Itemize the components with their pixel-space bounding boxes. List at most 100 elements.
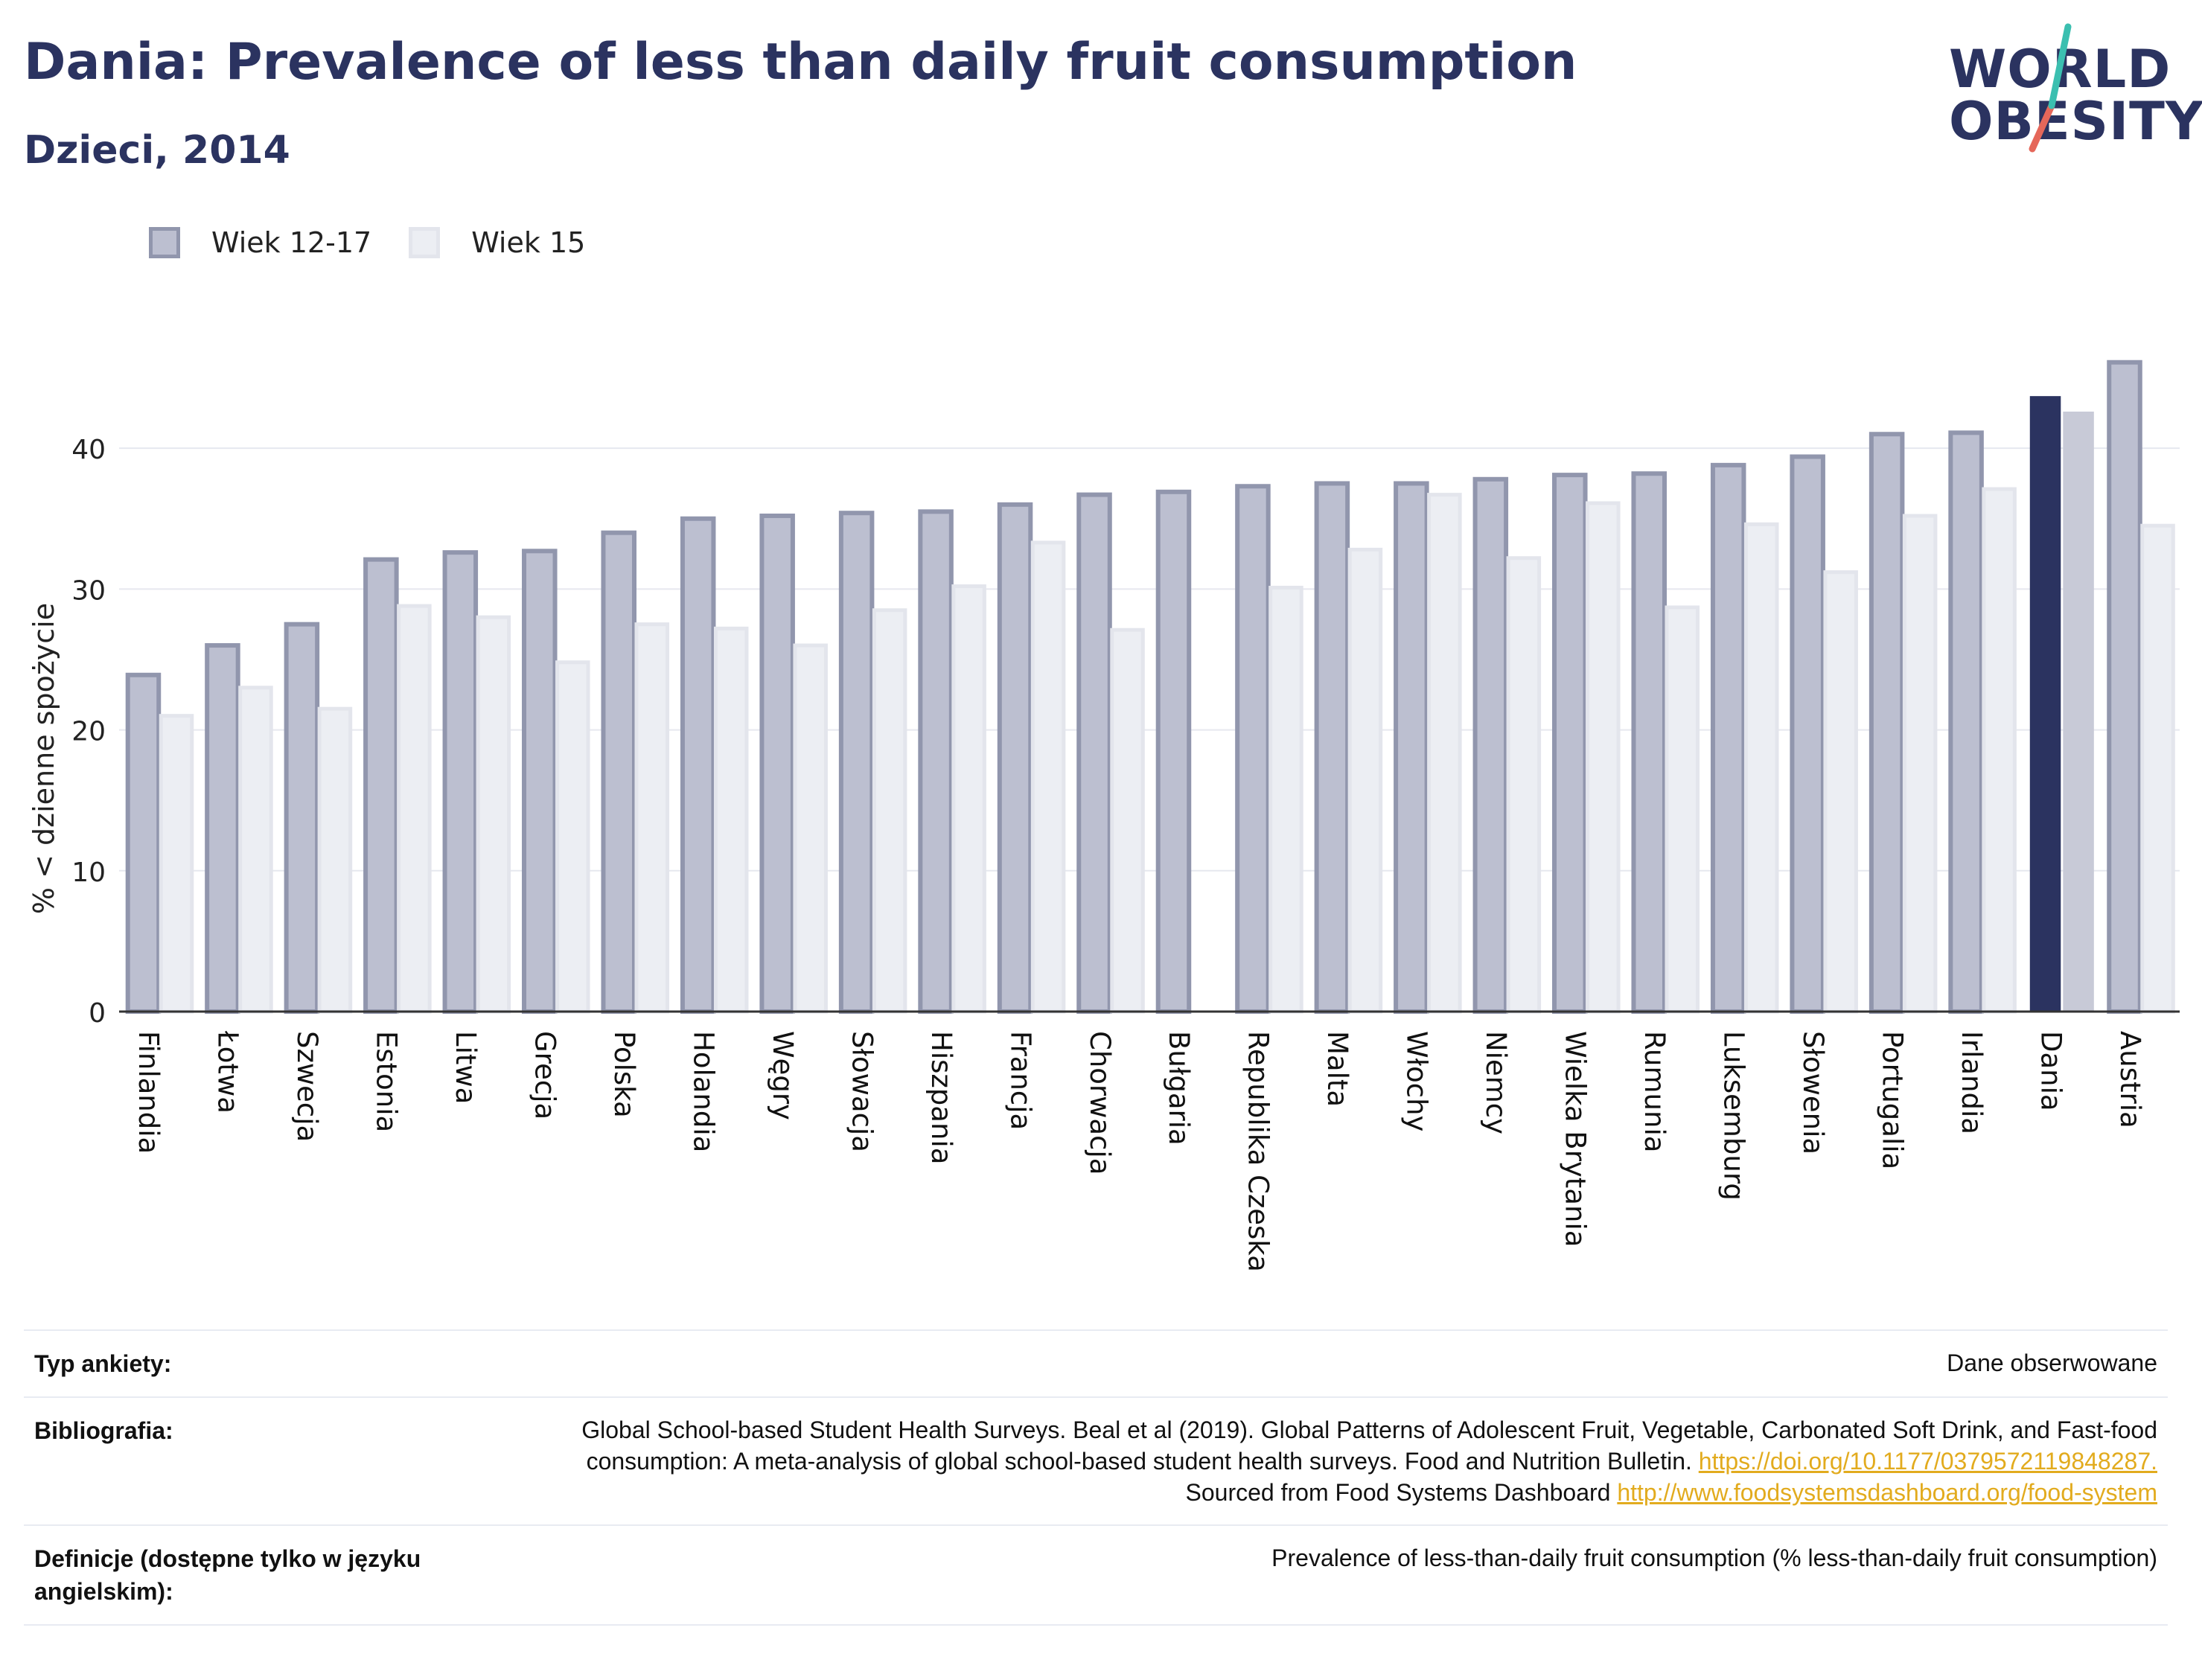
bar-wiek-12-17-7 [680, 516, 716, 1014]
bar-wiek-12-17-23 [1948, 430, 1984, 1015]
bar-wiek-15-16 [1427, 493, 1462, 1014]
x-tick-label-24: Dania [2035, 1031, 2067, 1111]
x-tick-label-6: Polska [608, 1031, 640, 1118]
bar-wiek-12-17-3 [363, 557, 399, 1014]
bar-wiek-15-12 [1110, 627, 1145, 1014]
bar-wiek-15-17 [1506, 556, 1542, 1014]
bar-wiek-12-17-6 [601, 530, 636, 1014]
bar-wiek-12-17-16 [1394, 481, 1429, 1015]
x-tick-label-18: Wielka Brytania [1560, 1031, 1592, 1247]
bar-wiek-15-1 [238, 686, 273, 1014]
bar-wiek-12-17-24 [2029, 396, 2061, 1012]
bar-wiek-12-17-19 [1631, 471, 1667, 1015]
bar-wiek-15-18 [1586, 501, 1621, 1014]
x-tick-label-21: Słowenia [1797, 1031, 1829, 1154]
meta-row-definitions: Definicje (dostępne tylko w języku angie… [24, 1524, 2168, 1626]
bar-wiek-15-8 [793, 643, 828, 1014]
bar-wiek-12-17-0 [125, 672, 162, 1014]
bar-wiek-15-9 [872, 608, 907, 1014]
bar-wiek-15-15 [1347, 547, 1383, 1014]
chart-legend: Wiek 12-17 Wiek 15 [149, 220, 622, 265]
bar-wiek-12-17-17 [1472, 476, 1509, 1014]
bibliography-source-text: Sourced from Food Systems Dashboard [1185, 1479, 1618, 1506]
bar-wiek-15-6 [634, 622, 670, 1014]
bar-wiek-15-22 [1902, 514, 1938, 1014]
bar-wiek-12-17-14 [1235, 484, 1271, 1014]
bar-wiek-15-3 [397, 604, 432, 1014]
bar-wiek-12-17-25 [2107, 360, 2142, 1014]
x-tick-label-17: Niemcy [1480, 1031, 1512, 1134]
y-tick-label-40: 40 [71, 435, 106, 465]
y-tick-label-20: 20 [71, 717, 106, 747]
x-tick-label-10: Hiszpania [925, 1031, 957, 1164]
chart-subtitle: Dzieci, 2014 [24, 128, 290, 173]
x-tick-label-12: Chorwacja [1084, 1031, 1116, 1175]
bar-wiek-15-7 [713, 626, 749, 1014]
legend-label-wiek-12-17[interactable]: Wiek 12-17 [211, 226, 372, 259]
x-tick-label-23: Irlandia [1956, 1031, 1988, 1134]
y-tick-label-30: 30 [71, 575, 106, 606]
bar-wiek-15-11 [1030, 540, 1066, 1014]
bar-wiek-15-24 [2063, 411, 2094, 1012]
bibliography-text: Global School-based Student Health Surve… [581, 1416, 2157, 1475]
bar-wiek-12-17-11 [997, 502, 1033, 1014]
x-tick-label-11: Francja [1004, 1031, 1036, 1130]
bar-chart: 0 10 20 30 40 % < dzienne spożycie Finlandia Ło… [28, 360, 2180, 1272]
x-tick-label-22: Portugalia [1876, 1031, 1908, 1169]
bar-wiek-15-2 [317, 706, 353, 1014]
bar-wiek-12-17-22 [1868, 432, 1905, 1015]
legend-label-wiek-15[interactable]: Wiek 15 [471, 226, 586, 259]
world-obesity-logo: WORLD OBESITY [1935, 22, 2202, 156]
bar-wiek-12-17-12 [1076, 492, 1112, 1015]
meta-key-bibliography: Bibliografia: [34, 1417, 173, 1444]
bar-wiek-12-17-15 [1314, 481, 1350, 1015]
bar-wiek-12-17-10 [918, 509, 954, 1015]
bar-wiek-12-17-18 [1552, 473, 1588, 1014]
x-tick-label-15: Malta [1321, 1031, 1353, 1107]
chart-title: Dania: Prevalence of less than daily fru… [24, 33, 1577, 92]
bar-wiek-15-14 [1268, 585, 1303, 1014]
x-tick-label-14: Republika Czeska [1242, 1031, 1274, 1272]
bar-wiek-15-4 [476, 615, 511, 1014]
bar-wiek-12-17-13 [1155, 489, 1192, 1014]
food-systems-dashboard-link[interactable]: http://www.foodsystemsdashboard.org/food… [1617, 1479, 2157, 1506]
bar-wiek-12-17-20 [1710, 462, 1746, 1014]
x-tick-label-1: Łotwa [212, 1030, 244, 1114]
legend-swatch-wiek-15[interactable] [409, 227, 441, 258]
bar-wiek-15-5 [555, 660, 590, 1014]
bar-wiek-12-17-1 [205, 643, 240, 1014]
bar-wiek-12-17-2 [284, 622, 320, 1014]
x-tick-label-25: Austria [2114, 1031, 2146, 1128]
legend-swatch-wiek-12-17[interactable] [149, 227, 180, 258]
x-tick-label-16: Włochy [1401, 1031, 1433, 1131]
bar-wiek-15-10 [951, 584, 986, 1014]
bar-wiek-15-0 [159, 714, 194, 1014]
bar-wiek-12-17-5 [522, 549, 558, 1015]
bar-wiek-15-20 [1743, 522, 1779, 1014]
bar-wiek-12-17-8 [759, 513, 795, 1014]
doi-link[interactable]: https://doi.org/10.1177/0379572119848287… [1698, 1448, 2157, 1475]
bar-wiek-15-25 [2140, 523, 2175, 1014]
bar-wiek-15-19 [1665, 605, 1700, 1014]
x-tick-label-7: Holandia [687, 1031, 719, 1152]
bar-wiek-15-23 [1982, 487, 2017, 1014]
meta-row-survey-type: Typ ankiety: Dane obserwowane [24, 1329, 2168, 1396]
x-tick-label-20: Luksemburg [1717, 1031, 1749, 1201]
y-tick-label-0: 0 [89, 998, 106, 1029]
x-tick-label-3: Estonia [371, 1031, 403, 1132]
metadata-table: Typ ankiety: Dane obserwowane Bibliograf… [24, 1329, 2168, 1626]
x-tick-label-13: Bułgaria [1163, 1031, 1195, 1146]
x-tick-label-5: Grecja [529, 1031, 561, 1120]
y-axis-label: % < dzienne spożycie [28, 603, 60, 914]
x-tick-label-8: Węgry [767, 1031, 799, 1120]
meta-value-survey-type: Dane obserwowane [1947, 1350, 2157, 1376]
bar-wiek-12-17-21 [1790, 454, 1825, 1015]
y-tick-label-10: 10 [71, 857, 106, 888]
bar-wiek-12-17-4 [442, 550, 479, 1014]
x-tick-label-9: Słowacja [846, 1031, 878, 1152]
meta-key-survey-type: Typ ankiety: [34, 1350, 172, 1377]
x-tick-label-2: Szwecja [291, 1031, 323, 1142]
meta-value-definitions: Prevalence of less-than-daily fruit cons… [1271, 1545, 2157, 1571]
meta-value-bibliography: Global School-based Student Health Surve… [520, 1414, 2157, 1508]
logo-slash-icon [2029, 23, 2072, 153]
